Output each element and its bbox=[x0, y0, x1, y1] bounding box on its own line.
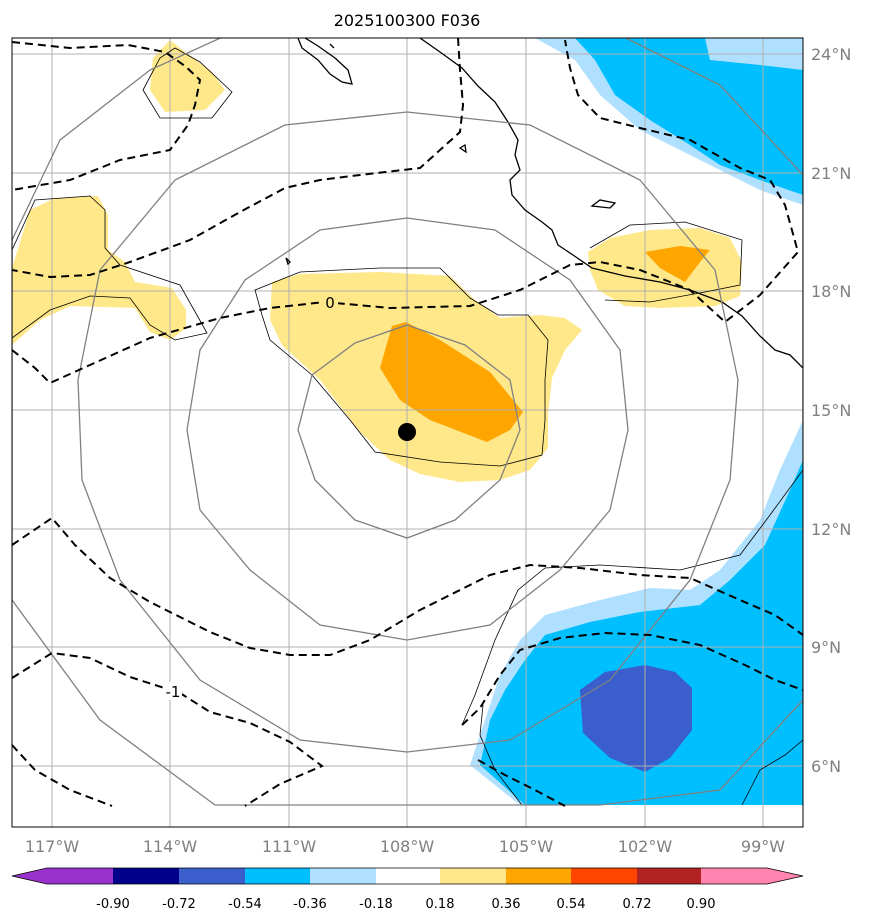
lon-tick-label: 117°W bbox=[25, 837, 80, 856]
colorbar-tick-label: -0.36 bbox=[293, 897, 327, 912]
coastline-islet bbox=[329, 43, 335, 49]
fill-blue-se bbox=[480, 460, 803, 805]
lat-tick-label: 21°N bbox=[811, 164, 851, 183]
dashed-contour bbox=[12, 38, 465, 279]
colorbar: -0.90 -0.72 -0.54 -0.36 -0.18 0.18 0.36 … bbox=[11, 867, 804, 912]
range-rings bbox=[12, 38, 803, 806]
colorbar-bin bbox=[310, 868, 376, 884]
colorbar-bin bbox=[637, 868, 701, 884]
fill-orange-center bbox=[380, 322, 523, 442]
dashed-contour bbox=[12, 651, 324, 807]
lon-tick-label: 114°W bbox=[143, 837, 198, 856]
range-ring bbox=[77, 111, 739, 753]
coastline-baja bbox=[297, 38, 353, 85]
coastline-islet bbox=[285, 257, 291, 266]
dashed-contour bbox=[477, 759, 566, 807]
lat-axis: 24°N 21°N 18°N 15°N 12°N 9°N 6°N bbox=[811, 45, 851, 776]
coastline bbox=[285, 38, 803, 369]
dashed-contour bbox=[12, 39, 800, 385]
chart-title: 2025100300 F036 bbox=[334, 11, 481, 30]
colorbar-bin bbox=[571, 868, 637, 884]
colorbar-bin bbox=[179, 868, 245, 884]
map-area: 0 -1 bbox=[12, 38, 803, 827]
colorbar-outline bbox=[11, 867, 804, 885]
thin-contour bbox=[12, 195, 208, 341]
thin-contour bbox=[589, 221, 743, 303]
colorbar-tick-label: -0.18 bbox=[359, 897, 393, 912]
coastline-mainland bbox=[419, 38, 803, 369]
colorbar-bin bbox=[113, 868, 179, 884]
lat-tick-label: 9°N bbox=[811, 638, 841, 657]
contour-label-minus-one: -1 bbox=[166, 683, 181, 701]
colorbar-tick-label: 0.90 bbox=[687, 897, 716, 912]
storm-center-marker bbox=[398, 423, 416, 441]
thin-contour bbox=[461, 469, 803, 726]
lat-tick-label: 24°N bbox=[811, 45, 851, 64]
range-ring bbox=[297, 324, 521, 539]
lon-tick-label: 105°W bbox=[499, 837, 554, 856]
contour-label-bg bbox=[322, 292, 338, 310]
thin-contour bbox=[741, 739, 803, 806]
colorbar-tick-label: -0.54 bbox=[228, 897, 262, 912]
dashed-contour bbox=[12, 744, 113, 807]
coastline-island bbox=[458, 143, 467, 154]
colorbar-bin bbox=[376, 868, 440, 884]
colorbar-tick-label: 0.18 bbox=[426, 897, 455, 912]
lat-tick-label: 15°N bbox=[811, 401, 851, 420]
colorbar-tick-label: 0.36 bbox=[492, 897, 521, 912]
dashed-contour bbox=[12, 41, 202, 191]
colorbar-tick-label: -0.72 bbox=[162, 897, 196, 912]
dashed-contours bbox=[12, 38, 803, 807]
lat-tick-label: 18°N bbox=[811, 282, 851, 301]
lon-tick-label: 102°W bbox=[618, 837, 673, 856]
colorbar-tick-label: 0.54 bbox=[557, 897, 586, 912]
dashed-contour bbox=[12, 516, 803, 656]
fill-dark-blue-se bbox=[580, 665, 692, 772]
thin-contour bbox=[142, 47, 233, 119]
fill-yellow-west bbox=[12, 196, 186, 345]
lon-tick-label: 108°W bbox=[380, 837, 435, 856]
fill-orange-east bbox=[645, 246, 710, 282]
contour-label-bg bbox=[164, 682, 182, 700]
lon-tick-label: 111°W bbox=[262, 837, 317, 856]
range-ring bbox=[12, 38, 803, 806]
lat-tick-label: 6°N bbox=[811, 757, 841, 776]
range-ring bbox=[186, 217, 629, 641]
gridlines bbox=[12, 38, 803, 827]
colorbar-bin bbox=[440, 868, 506, 884]
lon-axis: 117°W 114°W 111°W 108°W 105°W 102°W 99°W bbox=[25, 837, 785, 856]
colorbar-extend-high bbox=[767, 868, 803, 884]
colorbar-tick-label: -0.90 bbox=[96, 897, 130, 912]
lon-tick-label: 99°W bbox=[741, 837, 785, 856]
colorbar-extend-low bbox=[12, 868, 47, 884]
fill-yellow-nw bbox=[150, 40, 225, 112]
colorbar-bin bbox=[47, 868, 113, 884]
thin-contour bbox=[479, 704, 523, 806]
fill-blue-ne bbox=[575, 38, 803, 195]
map-frame bbox=[11, 37, 804, 828]
colorbar-tick-label: 0.72 bbox=[623, 897, 652, 912]
colorbar-bin bbox=[506, 868, 571, 884]
coastline-island bbox=[590, 199, 617, 209]
contour-label-zero: 0 bbox=[325, 294, 335, 312]
dashed-contour bbox=[461, 631, 803, 726]
colorbar-bin bbox=[245, 868, 310, 884]
lat-tick-label: 12°N bbox=[811, 520, 851, 539]
colorbar-bin bbox=[701, 868, 767, 884]
